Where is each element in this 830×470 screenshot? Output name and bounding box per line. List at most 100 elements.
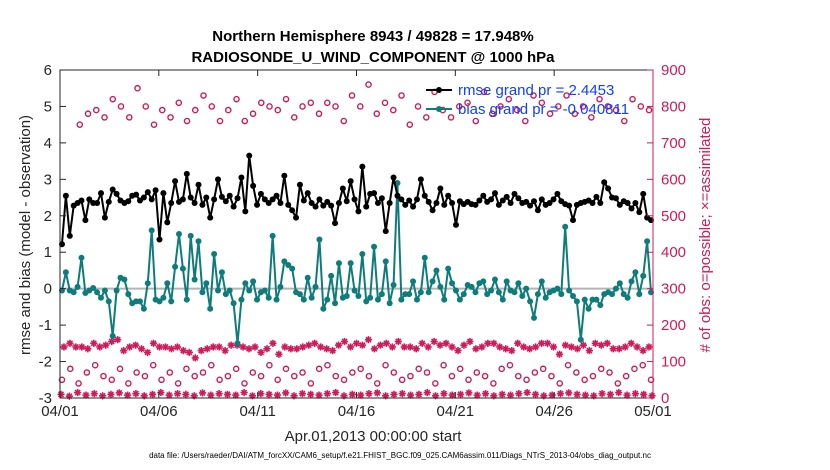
rmse-point xyxy=(449,200,456,207)
bias-point xyxy=(218,269,225,276)
obs-assimilated-stroke xyxy=(257,390,264,397)
obs-assimilated-stroke xyxy=(96,343,103,351)
obs-assimilated-marker xyxy=(394,337,402,346)
obs-possible-marker xyxy=(134,84,141,92)
rmse-point xyxy=(308,200,315,207)
obs-possible-marker xyxy=(183,117,191,125)
obs-possible-marker xyxy=(455,103,463,110)
bias-point xyxy=(519,292,526,299)
obs-assimilated-stroke xyxy=(562,342,569,349)
x-axis-label: Apr.01,2013 00:00:00 start xyxy=(285,428,463,445)
rmse-point xyxy=(62,192,69,199)
obs-assimilated-stroke xyxy=(315,391,323,399)
rmse-point xyxy=(296,181,303,188)
bias-point xyxy=(246,287,253,294)
obs-assimilated-stroke xyxy=(540,392,547,399)
obs-assimilated-stroke xyxy=(257,349,265,356)
obs-assimilated-marker xyxy=(423,388,431,397)
obs-possible-marker xyxy=(167,114,174,121)
bias-point xyxy=(472,289,479,296)
bias-point xyxy=(398,296,405,303)
obs-assimilated-stroke xyxy=(465,389,472,396)
chart-title-line1: Northern Hemisphere 8943 / 49828 = 17.94… xyxy=(212,28,533,45)
obs-assimilated-marker xyxy=(251,343,259,351)
obs-assimilated-marker xyxy=(373,389,381,397)
rmse-point xyxy=(534,207,541,214)
bias-point xyxy=(222,291,229,298)
rmse-point xyxy=(503,193,510,200)
obs-assimilated-stroke xyxy=(150,340,157,347)
obs-assimilated-marker xyxy=(506,391,515,399)
rmse-point xyxy=(433,200,440,207)
obs-assimilated-stroke xyxy=(496,343,503,351)
rmse-point xyxy=(507,200,514,207)
obs-assimilated-marker xyxy=(627,339,635,347)
obs-assimilated-marker xyxy=(346,343,355,351)
bias-point xyxy=(125,291,132,298)
bias-point xyxy=(374,296,381,303)
rmse-point xyxy=(480,192,487,199)
rmse-point xyxy=(554,190,561,197)
obs-possible-marker xyxy=(564,361,572,369)
obs-possible-marker xyxy=(290,372,298,380)
obs-assimilated-stroke xyxy=(228,342,235,349)
rmse-point xyxy=(230,203,237,210)
obs-assimilated-stroke xyxy=(266,391,273,398)
obs-possible-marker xyxy=(315,365,323,373)
obs-assimilated-marker xyxy=(478,343,486,351)
obs-assimilated-stroke xyxy=(347,343,354,351)
obs-assimilated-stroke xyxy=(323,345,330,352)
obs-assimilated-marker xyxy=(179,347,187,355)
obs-assimilated-marker xyxy=(573,390,581,398)
bias-point xyxy=(616,280,623,287)
bias-point xyxy=(234,340,241,347)
obs-possible-marker xyxy=(612,106,620,114)
obs-assimilated-stroke xyxy=(116,389,123,396)
obs-possible-marker xyxy=(622,372,630,380)
bias-point xyxy=(460,291,467,298)
rmse-point xyxy=(152,187,159,194)
rmse-point xyxy=(293,214,300,221)
obs-assimilated-marker xyxy=(340,337,349,346)
obs-possible-marker xyxy=(257,372,265,380)
obs-assimilated-marker xyxy=(74,388,82,397)
bias-point xyxy=(238,296,245,303)
obs-assimilated-stroke xyxy=(102,342,109,349)
y-right-tick-label: 200 xyxy=(661,317,686,334)
obs-possible-marker xyxy=(216,376,223,384)
rmse-point xyxy=(452,221,459,228)
rmse-point xyxy=(109,186,116,193)
obs-assimilated-stroke xyxy=(199,389,206,396)
obs-assimilated-marker xyxy=(456,390,465,398)
obs-assimilated-stroke xyxy=(232,391,239,399)
obs-assimilated-marker xyxy=(334,341,343,349)
obs-possible-marker xyxy=(448,372,456,380)
bias-point xyxy=(62,269,69,276)
obs-possible-marker xyxy=(216,117,224,125)
bias-point xyxy=(230,300,237,307)
y-right-tick-label: 300 xyxy=(661,281,686,298)
obs-assimilated-marker xyxy=(148,390,157,398)
obs-assimilated-stroke xyxy=(365,390,373,397)
bias-point xyxy=(140,305,147,312)
obs-assimilated-stroke xyxy=(162,343,169,351)
obs-possible-marker xyxy=(546,110,554,118)
rmse-point xyxy=(605,185,612,192)
obs-possible-marker xyxy=(191,106,199,114)
obs-assimilated-marker xyxy=(573,345,582,353)
rmse-point xyxy=(441,201,448,208)
obs-assimilated-stroke xyxy=(616,345,623,352)
obs-assimilated-marker xyxy=(240,388,248,397)
obs-possible-marker xyxy=(75,380,82,387)
obs-assimilated-stroke xyxy=(466,338,474,345)
obs-assimilated-marker xyxy=(436,341,444,349)
obs-assimilated-stroke xyxy=(436,342,444,349)
obs-possible-marker xyxy=(84,110,92,118)
obs-assimilated-stroke xyxy=(454,347,462,354)
obs-assimilated-stroke xyxy=(544,340,551,347)
obs-possible-marker xyxy=(530,92,537,99)
bias-point xyxy=(495,289,502,296)
obs-possible-marker xyxy=(299,103,306,110)
legend: rmse grand pr = 2.4453 bias grand pr = -… xyxy=(426,82,629,118)
obs-assimilated-stroke xyxy=(472,345,479,352)
